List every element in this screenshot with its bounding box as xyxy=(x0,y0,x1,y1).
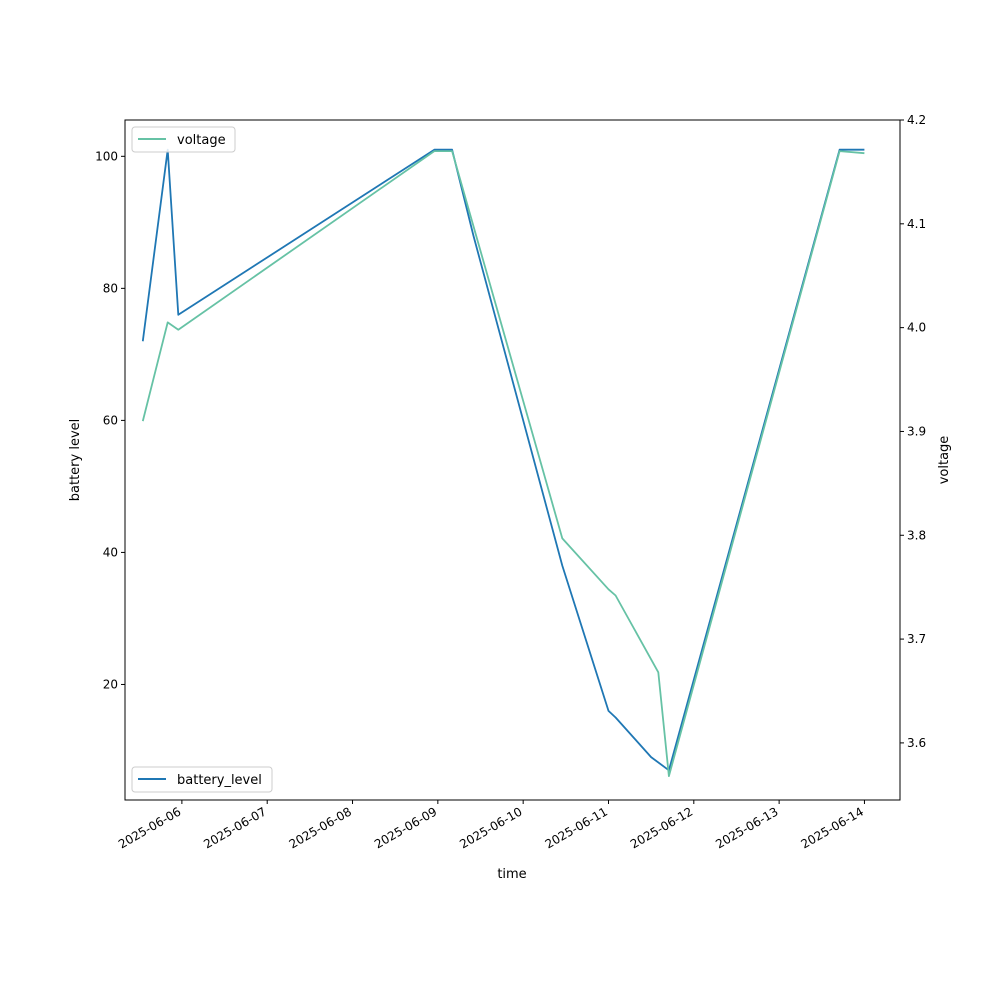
legend-voltage: voltage xyxy=(131,126,236,153)
legend-battery-level-box xyxy=(131,766,273,793)
y-left-tick-label: 60 xyxy=(103,413,118,427)
y-right-tick-label: 4.1 xyxy=(907,217,926,231)
y-left-tick-label: 40 xyxy=(103,545,118,559)
y-right-tick-label: 4.0 xyxy=(907,321,926,335)
series-line-voltage xyxy=(141,150,865,777)
x-axis-label: time xyxy=(497,867,526,882)
y-axis-left-label: battery level xyxy=(68,419,83,502)
legend-battery-level-label: battery_level xyxy=(177,773,262,788)
y-left-tick-label: 80 xyxy=(103,281,118,295)
y-left-tick-label: 20 xyxy=(103,677,118,691)
legend-voltage-label: voltage xyxy=(177,133,226,148)
y-right-tick-label: 3.6 xyxy=(907,736,926,750)
y-right-tick-label: 3.8 xyxy=(907,528,926,542)
y-right-tick-label: 3.9 xyxy=(907,424,926,438)
y-right-tick-label: 3.7 xyxy=(907,632,926,646)
axes-frame xyxy=(124,119,901,801)
legend-battery-level: battery_level xyxy=(131,766,273,793)
y-left-tick-label: 100 xyxy=(95,149,118,163)
y-right-tick-label: 4.2 xyxy=(907,113,926,127)
plot-area xyxy=(141,148,865,777)
legend-voltage-box xyxy=(131,126,236,153)
y-axis-right-label: voltage xyxy=(937,436,952,485)
